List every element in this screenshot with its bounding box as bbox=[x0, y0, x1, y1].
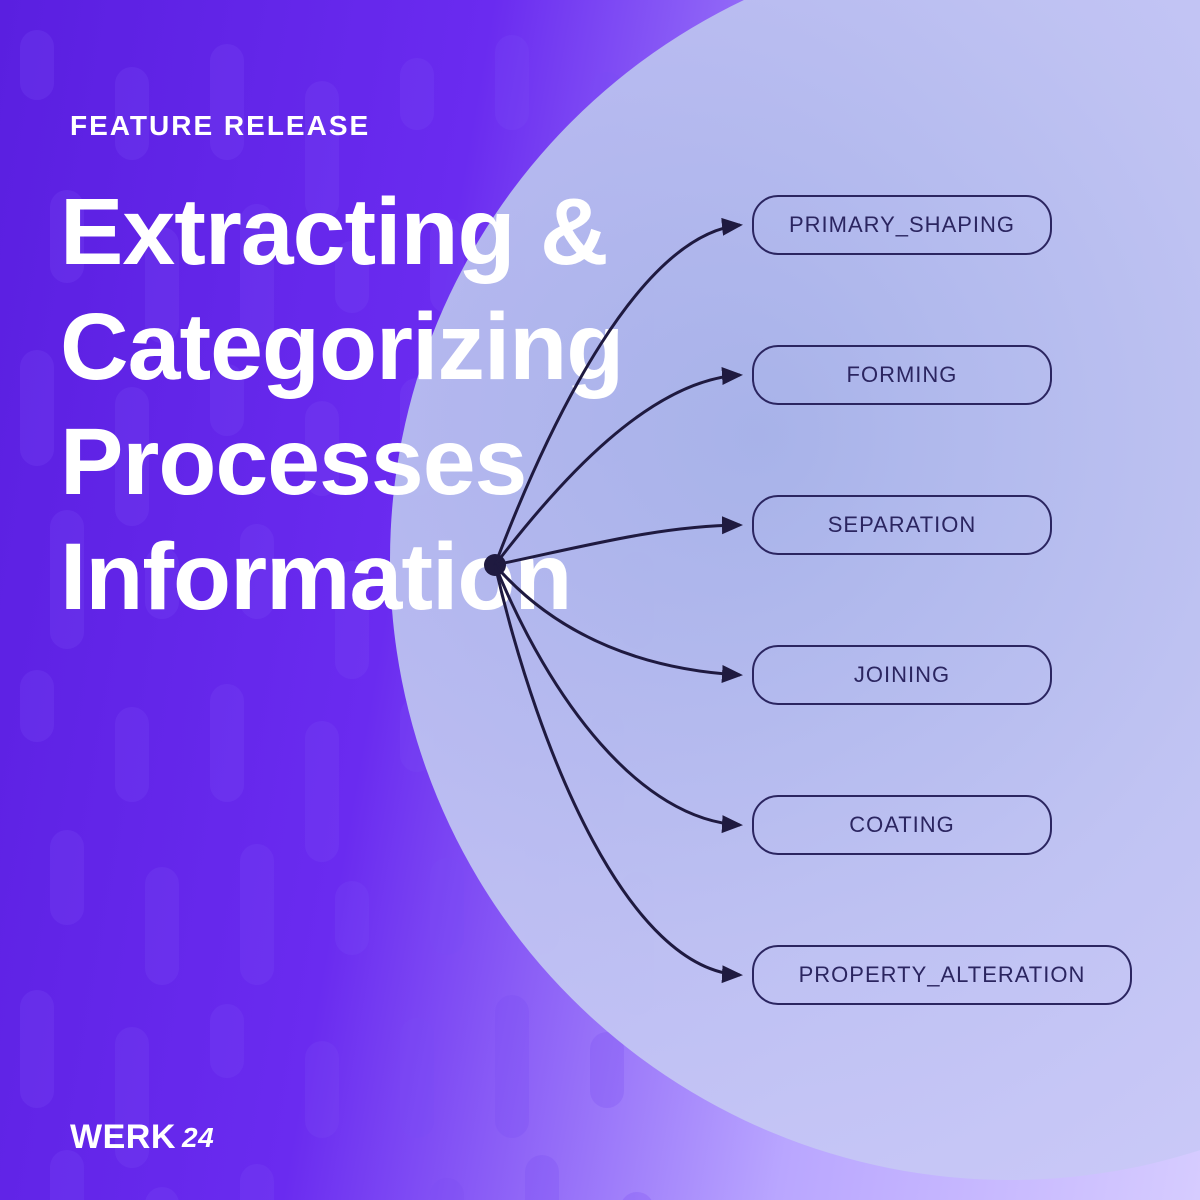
category-pill-joining: JOINING bbox=[752, 645, 1052, 705]
pattern-capsule-icon bbox=[145, 867, 179, 985]
category-pill-label: PROPERTY_ALTERATION bbox=[799, 962, 1086, 988]
pattern-capsule-icon bbox=[50, 1150, 84, 1200]
brand-logo: WERK24 bbox=[70, 1118, 218, 1157]
pattern-capsule-icon bbox=[20, 990, 54, 1108]
logo-text: WERK bbox=[70, 1118, 176, 1157]
pattern-capsule-icon bbox=[240, 1164, 274, 1200]
infographic-stage: FEATURE RELEASE Extracting & Categorizin… bbox=[0, 0, 1200, 1200]
category-pill-coating: COATING bbox=[752, 795, 1052, 855]
headline: Extracting & Categorizing Processes Info… bbox=[60, 175, 820, 635]
pattern-capsule-icon bbox=[305, 721, 339, 862]
category-pill-separation: SEPARATION bbox=[752, 495, 1052, 555]
category-pill-label: SEPARATION bbox=[828, 512, 977, 538]
category-pill-forming: FORMING bbox=[752, 345, 1052, 405]
category-pill-property_alteration: PROPERTY_ALTERATION bbox=[752, 945, 1132, 1005]
pattern-capsule-icon bbox=[430, 858, 464, 955]
pattern-capsule-icon bbox=[20, 670, 54, 742]
pattern-capsule-icon bbox=[210, 684, 244, 802]
headline-line-3: Processes bbox=[60, 405, 820, 520]
category-pill-label: COATING bbox=[849, 812, 955, 838]
pattern-capsule-icon bbox=[495, 995, 529, 1138]
logo-badge: 24 bbox=[175, 1122, 221, 1154]
headline-line-1: Extracting & bbox=[60, 175, 820, 290]
pattern-capsule-icon bbox=[50, 830, 84, 925]
pattern-capsule-icon bbox=[430, 1178, 464, 1200]
category-pill-primary_shaping: PRIMARY_SHAPING bbox=[752, 195, 1052, 255]
category-pill-label: JOINING bbox=[854, 662, 950, 688]
eyebrow-label: FEATURE RELEASE bbox=[70, 110, 370, 142]
headline-line-2: Categorizing bbox=[60, 290, 820, 405]
origin-dot-icon bbox=[484, 554, 506, 576]
pattern-capsule-icon bbox=[335, 881, 369, 955]
pattern-capsule-icon bbox=[400, 58, 434, 130]
pattern-capsule-icon bbox=[145, 1187, 179, 1200]
pattern-capsule-icon bbox=[400, 1018, 434, 1138]
pattern-capsule-icon bbox=[305, 1041, 339, 1138]
category-pill-label: FORMING bbox=[847, 362, 958, 388]
category-pill-label: PRIMARY_SHAPING bbox=[789, 212, 1015, 238]
pattern-capsule-icon bbox=[20, 350, 54, 466]
pattern-capsule-icon bbox=[495, 35, 529, 130]
pattern-capsule-icon bbox=[590, 1032, 624, 1108]
pattern-capsule-icon bbox=[240, 844, 274, 985]
pattern-capsule-icon bbox=[210, 44, 244, 160]
headline-line-4: Information bbox=[60, 520, 820, 635]
pattern-capsule-icon bbox=[210, 1004, 244, 1078]
pattern-capsule-icon bbox=[115, 707, 149, 802]
pattern-capsule-icon bbox=[525, 1155, 559, 1200]
pattern-capsule-icon bbox=[620, 1192, 654, 1200]
pattern-capsule-icon bbox=[20, 30, 54, 100]
